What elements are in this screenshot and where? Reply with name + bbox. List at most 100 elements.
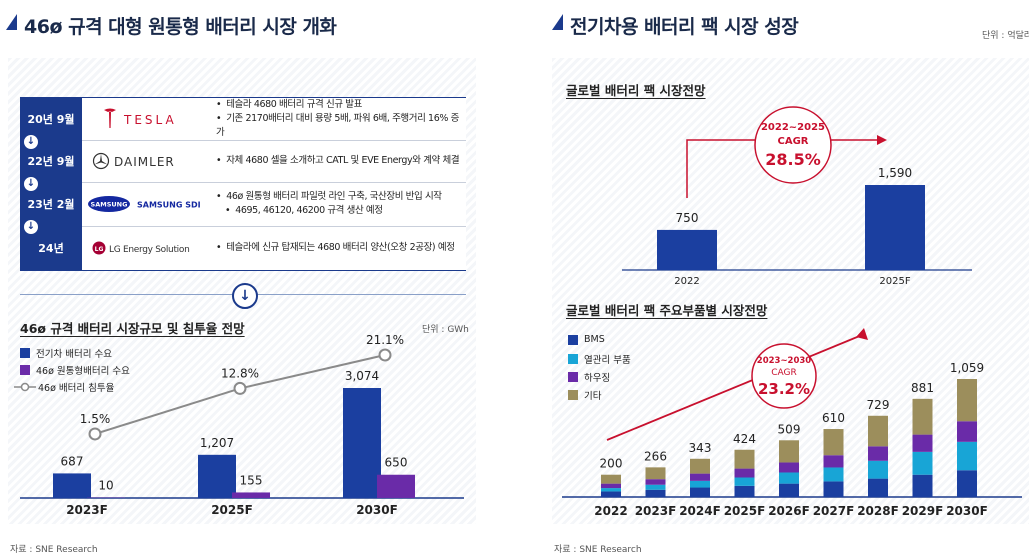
bar-total-label: 509 bbox=[778, 422, 801, 436]
timeline-row: 24년 LG LG Energy Solution 테슬라에 신규 탑재되는 4… bbox=[20, 226, 466, 270]
stacked-segment bbox=[779, 483, 799, 497]
x-tick-label: 2022 bbox=[674, 276, 699, 287]
x-tick-label: 2023F bbox=[635, 504, 677, 518]
timeline-line: 자체 4680 셀을 소개하고 CATL 및 EVE Energy와 계약 체결 bbox=[216, 154, 464, 168]
timeline-description: 테슬라에 신규 탑재되는 4680 배터리 양산(오창 2공장) 예정 bbox=[216, 226, 464, 270]
stacked-segment bbox=[690, 473, 710, 481]
penetration-label: 21.1% bbox=[366, 333, 404, 347]
timeline-line: 기존 2170배터리 대비 용량 5배, 파워 6배, 주행거리 16% 증가 bbox=[216, 112, 464, 140]
bar-value-label: 3,074 bbox=[345, 369, 379, 383]
legend-item: 기타 bbox=[568, 388, 601, 402]
stacked-segment bbox=[912, 474, 933, 497]
timeline-arrow-icon: ↓ bbox=[23, 176, 39, 192]
right-unit: 단위 : 억달러 bbox=[982, 31, 1029, 41]
lg-energy-solution-logo: LG LG Energy Solution bbox=[86, 226, 208, 270]
down-arrow-icon: ↓ bbox=[232, 283, 258, 309]
cagr-period: 2022~2025 bbox=[761, 122, 825, 133]
legend-item: 전기차 배터리 수요 bbox=[20, 346, 112, 360]
timeline-description: 자체 4680 셀을 소개하고 CATL 및 EVE Energy와 계약 체결 bbox=[216, 140, 464, 182]
stacked-segment bbox=[690, 458, 710, 474]
timeline-description: 테슬라 4680 배터리 규격 신규 발표 기존 2170배터리 대비 용량 5… bbox=[216, 98, 464, 140]
x-tick-label: 2025F bbox=[211, 503, 253, 517]
legend-label: 열관리 부품 bbox=[584, 355, 631, 366]
tesla-logo: TESLA bbox=[86, 98, 208, 140]
legend-item: BMS bbox=[568, 334, 605, 345]
stacked-segment bbox=[779, 440, 799, 463]
lg-logo-text: LG Energy Solution bbox=[109, 245, 189, 255]
stacked-segment bbox=[734, 477, 755, 486]
legend-label: 하우징 bbox=[584, 373, 611, 384]
bar-pack-market bbox=[865, 185, 925, 270]
bar-total-label: 881 bbox=[911, 381, 934, 395]
stacked-segment bbox=[868, 446, 888, 461]
samsung-sdi-logo-text: SAMSUNG SDI bbox=[137, 201, 201, 210]
cagr-circle bbox=[754, 106, 832, 184]
timeline-row: 23년 2월 SAMSUNG SAMSUNG SDI 46ø 원통형 배터리 파… bbox=[20, 182, 466, 227]
pack-market-chart: 750 2022 1,590 2025F 2022~2025 CAGR 28.5% bbox=[622, 106, 972, 287]
timeline-arrow-icon: ↓ bbox=[23, 134, 39, 150]
bar-total-label: 729 bbox=[867, 398, 890, 412]
x-tick-label: 2023F bbox=[66, 503, 108, 517]
bar-value-label: 1,590 bbox=[878, 166, 912, 180]
legend-swatch bbox=[568, 372, 578, 382]
x-tick-label: 2030F bbox=[356, 503, 398, 517]
bar-cylindrical-demand bbox=[232, 492, 270, 498]
x-tick-label: 2025F bbox=[724, 504, 766, 518]
stacked-segment bbox=[734, 449, 755, 469]
chart1-title: 글로벌 배터리 팩 시장전망 bbox=[566, 83, 706, 98]
legend-label: BMS bbox=[584, 334, 605, 345]
cagr-value: 28.5% bbox=[765, 150, 821, 169]
legend-label: 전기차 배터리 수요 bbox=[36, 349, 112, 360]
bar-total-label: 610 bbox=[822, 411, 845, 425]
samsung-sdi-logo: SAMSUNG SAMSUNG SDI bbox=[86, 182, 208, 226]
timeline-table: 20년 9월 TESLA 테슬라 4680 배터리 규격 신규 발표 기존 21… bbox=[20, 97, 466, 271]
penetration-point bbox=[378, 348, 392, 362]
legend-label: 기타 bbox=[584, 391, 602, 402]
stacked-segment bbox=[868, 415, 888, 447]
bar-value-label: 1,207 bbox=[200, 436, 234, 450]
stacked-segment bbox=[957, 441, 977, 471]
timeline-date: 20년 9월 bbox=[20, 98, 82, 140]
left-panel-title: 46ø 규격 대형 원통형 배터리 시장 개화 bbox=[24, 16, 337, 38]
daimler-logo-text: DAIMLER bbox=[114, 155, 175, 169]
cagr-label: CAGR bbox=[771, 368, 797, 378]
cagr-period: 2023~2030 bbox=[757, 356, 812, 366]
bar-total-label: 1,059 bbox=[950, 361, 984, 375]
bar-pack-market bbox=[657, 229, 717, 270]
stacked-segment bbox=[645, 489, 666, 497]
x-tick-label: 2028F bbox=[857, 504, 899, 518]
stacked-segment bbox=[779, 462, 799, 473]
growth-arrow-line bbox=[606, 334, 863, 441]
stacked-segment bbox=[601, 474, 621, 484]
samsung-badge-text: SAMSUNG bbox=[91, 201, 128, 209]
stacked-segment bbox=[823, 429, 844, 456]
bar-total-label: 266 bbox=[644, 449, 667, 463]
bar-cylindrical-demand bbox=[377, 474, 415, 498]
stacked-segment bbox=[823, 481, 844, 497]
legend-swatch bbox=[20, 365, 30, 375]
component-market-chart: 200 2022 266 2023F 343 2024F 424 2025F 509 2026F 6… bbox=[562, 328, 1022, 518]
legend-item: 하우징 bbox=[568, 370, 610, 384]
stacked-segment bbox=[601, 488, 621, 492]
timeline-row: 20년 9월 TESLA 테슬라 4680 배터리 규격 신규 발표 기존 21… bbox=[20, 98, 466, 141]
bar-ev-demand bbox=[53, 473, 91, 498]
penetration-label: 1.5% bbox=[80, 412, 111, 426]
chart-unit: 단위 : GWh bbox=[422, 325, 469, 335]
stacked-segment bbox=[823, 455, 844, 468]
timeline-arrow-icon: ↓ bbox=[23, 219, 39, 235]
stacked-segment bbox=[868, 460, 888, 479]
cagr-label: CAGR bbox=[778, 136, 809, 147]
stacked-segment bbox=[957, 379, 977, 422]
x-tick-label: 2025F bbox=[879, 276, 910, 287]
timeline-line: 46ø 원통형 배터리 파일럿 라인 구축, 국산장비 반입 시작 bbox=[216, 190, 464, 204]
legend-swatch bbox=[20, 348, 30, 358]
stacked-segment bbox=[823, 467, 844, 482]
stacked-segment bbox=[690, 480, 710, 488]
bar-total-label: 200 bbox=[600, 457, 623, 471]
x-tick-label: 2024F bbox=[679, 504, 721, 518]
bar-ev-demand bbox=[198, 454, 236, 498]
penetration-label: 12.8% bbox=[221, 366, 259, 380]
x-tick-label: 2026F bbox=[768, 504, 810, 518]
legend-label: 46ø 원통형배터리 수요 bbox=[36, 366, 130, 377]
chart2-title: 글로벌 배터리 팩 주요부품별 시장전망 bbox=[566, 303, 768, 318]
